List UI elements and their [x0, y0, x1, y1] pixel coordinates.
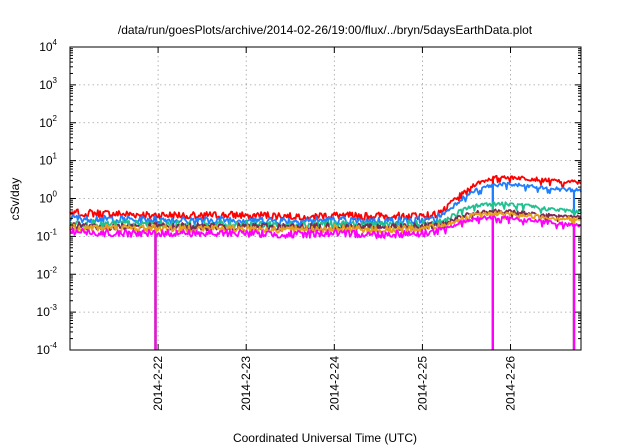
x-tick-label: 2014-2-24: [327, 356, 341, 411]
y-tick-label: 101: [39, 152, 57, 168]
grid-lines: [70, 47, 581, 350]
x-tick-label: 2014-2-23: [239, 356, 253, 411]
series-line-5: [69, 210, 582, 234]
series-line-6: [69, 215, 582, 240]
chart-title: /data/run/goesPlots/archive/2014-02-26/1…: [118, 23, 533, 37]
x-tick-label: 2014-2-26: [504, 356, 518, 411]
y-axis-ticks: 104 103 102 101 100 10-1 10-2 10-3 10-4: [37, 38, 581, 357]
x-tick-label: 2014-2-22: [151, 356, 165, 411]
y-tick-label: 10-4: [37, 341, 58, 357]
y-tick-label: 103: [39, 76, 57, 92]
y-tick-label: 100: [39, 190, 57, 206]
data-series: [69, 174, 582, 350]
y-axis-label: cSv/day: [8, 178, 22, 221]
x-axis-label: Coordinated Universal Time (UTC): [233, 431, 417, 445]
y-tick-label: 10-2: [37, 265, 58, 281]
y-tick-label: 10-3: [37, 303, 58, 319]
x-tick-label: 2014-2-25: [415, 356, 429, 411]
y-tick-label: 102: [39, 114, 57, 130]
y-tick-label: 10-1: [37, 227, 58, 243]
series-line-1: [69, 174, 582, 221]
x-axis-ticks: 2014-2-22 2014-2-23 2014-2-24 2014-2-25 2014…: [151, 47, 518, 411]
y-tick-label: 104: [39, 38, 57, 54]
